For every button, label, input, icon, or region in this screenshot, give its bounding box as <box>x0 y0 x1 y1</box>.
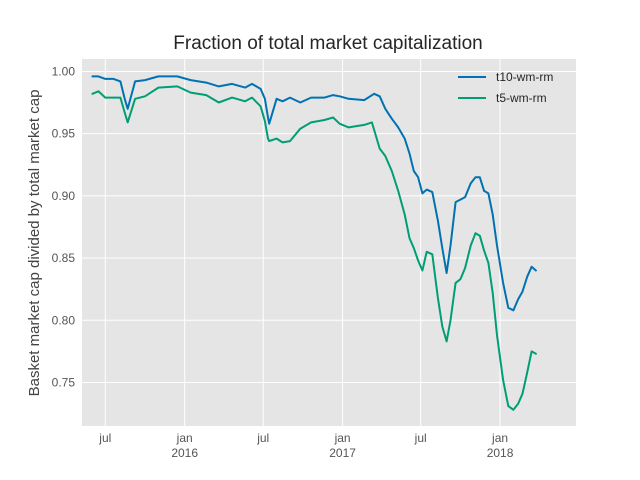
y-axis-ticks: 0.75 0.80 0.85 0.90 0.95 1.00 <box>52 64 76 389</box>
grid-lines <box>82 59 576 426</box>
y-tick-label: 1.00 <box>52 64 76 78</box>
x-tick-year-label: 2016 <box>171 446 198 460</box>
y-tick-label: 0.80 <box>52 313 76 327</box>
plot-area <box>82 59 576 426</box>
series-lines <box>91 75 537 411</box>
x-tick-label: jan <box>176 431 193 445</box>
legend: t10-wm-rm t5-wm-rm <box>458 70 553 105</box>
x-tick-label: jul <box>256 431 269 445</box>
y-tick-label: 0.95 <box>52 127 76 141</box>
x-tick-label: jul <box>98 431 111 445</box>
legend-label: t5-wm-rm <box>496 91 547 105</box>
x-tick-label: jan <box>491 431 508 445</box>
y-tick-label: 0.85 <box>52 251 76 265</box>
series-line-t10-wm-rm <box>91 75 537 312</box>
series-line-t5-wm-rm <box>91 85 537 411</box>
legend-label: t10-wm-rm <box>496 70 553 84</box>
x-tick-year-label: 2018 <box>487 446 514 460</box>
x-tick-year-label: 2017 <box>329 446 356 460</box>
y-axis-label: Basket market cap divided by total marke… <box>26 90 43 397</box>
y-tick-label: 0.90 <box>52 189 76 203</box>
x-tick-label: jan <box>334 431 351 445</box>
chart-title: Fraction of total market capitalization <box>173 33 482 54</box>
x-tick-label: jul <box>414 431 427 445</box>
y-tick-label: 0.75 <box>52 375 76 389</box>
